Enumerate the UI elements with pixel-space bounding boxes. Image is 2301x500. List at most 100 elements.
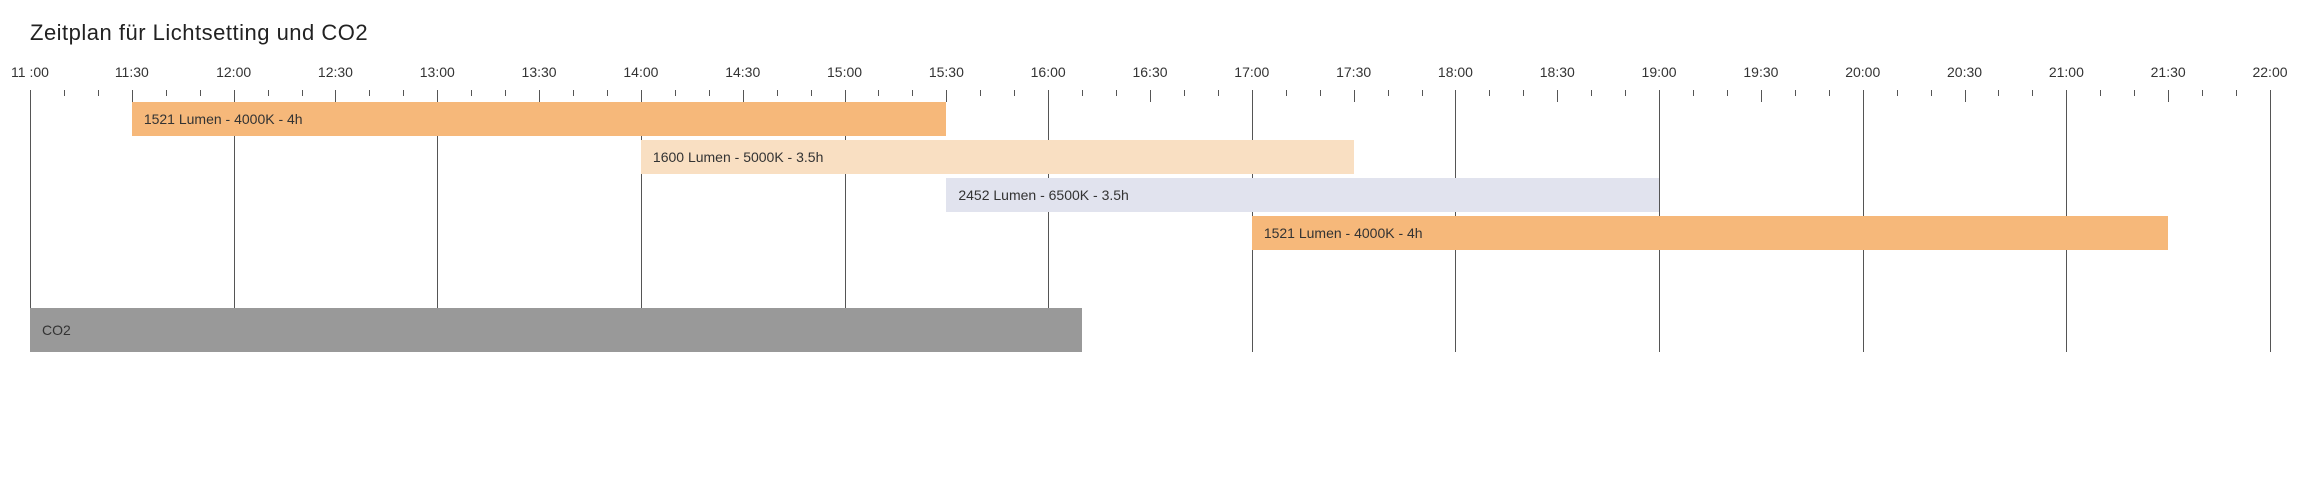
- axis-tick-label: 20:00: [1845, 64, 1880, 80]
- axis-tick-label: 21:30: [2151, 64, 2186, 80]
- axis-tick-minor: [1591, 90, 1592, 96]
- axis-tick-minor: [675, 90, 676, 96]
- axis-tick-minor: [1998, 90, 1999, 96]
- axis-tick-label: 18:30: [1540, 64, 1575, 80]
- axis-tick-major: [1354, 90, 1355, 102]
- axis-tick-minor: [2236, 90, 2237, 96]
- axis-tick-minor: [1727, 90, 1728, 96]
- axis-tick-minor: [980, 90, 981, 96]
- axis-tick-label: 15:00: [827, 64, 862, 80]
- axis-tick-label: 21:00: [2049, 64, 2084, 80]
- axis-tick-major: [1048, 90, 1049, 102]
- axis-tick-label: 17:30: [1336, 64, 1371, 80]
- axis-tick-major: [1659, 90, 1660, 102]
- axis-tick-minor: [302, 90, 303, 96]
- axis-tick-major: [1252, 90, 1253, 102]
- axis-tick-major: [1761, 90, 1762, 102]
- axis-tick-major: [335, 90, 336, 102]
- plot-area: 1521 Lumen - 4000K - 4h 1600 Lumen - 5000…: [30, 102, 2270, 352]
- axis-tick-minor: [811, 90, 812, 96]
- axis-tick-label: 16:00: [1031, 64, 1066, 80]
- axis-tick-minor: [369, 90, 370, 96]
- axis-tick-major: [1150, 90, 1151, 102]
- axis-tick-label: 17:00: [1234, 64, 1269, 80]
- timeline-bar: 1521 Lumen - 4000K - 4h: [132, 102, 947, 136]
- axis-tick-minor: [2134, 90, 2135, 96]
- axis-tick-label: 13:00: [420, 64, 455, 80]
- axis-tick-label: 11:30: [115, 64, 149, 80]
- chart-title: Zeitplan für Lichtsetting und CO2: [30, 20, 2271, 46]
- axis-tick-major: [641, 90, 642, 102]
- axis-tick-major: [845, 90, 846, 102]
- axis-tick-major: [1965, 90, 1966, 102]
- axis-tick-label: 11 :00: [11, 64, 49, 80]
- axis-tick-minor: [1286, 90, 1287, 96]
- axis-tick-label: 12:30: [318, 64, 353, 80]
- axis-tick-minor: [1422, 90, 1423, 96]
- timeline-bar: 2452 Lumen - 6500K - 3.5h: [946, 178, 1659, 212]
- axis-tick-major: [743, 90, 744, 102]
- axis-tick-minor: [1184, 90, 1185, 96]
- axis-tick-minor: [1897, 90, 1898, 96]
- axis-tick-minor: [1082, 90, 1083, 96]
- axis-tick-major: [1557, 90, 1558, 102]
- axis-tick-label: 14:30: [725, 64, 760, 80]
- axis-tick-minor: [403, 90, 404, 96]
- axis-tick-label: 19:00: [1642, 64, 1677, 80]
- axis-tick-minor: [1625, 90, 1626, 96]
- axis-tick-minor: [1829, 90, 1830, 96]
- axis-tick-minor: [777, 90, 778, 96]
- time-axis: 11 :0011:3012:0012:3013:0013:3014:0014:3…: [30, 64, 2270, 94]
- axis-tick-label: 12:00: [216, 64, 251, 80]
- axis-tick-minor: [607, 90, 608, 96]
- axis-tick-minor: [471, 90, 472, 96]
- axis-tick-major: [234, 90, 235, 102]
- axis-tick-label: 20:30: [1947, 64, 1982, 80]
- axis-tick-minor: [1931, 90, 1932, 96]
- timeline-chart: 11 :0011:3012:0012:3013:0013:3014:0014:3…: [30, 64, 2271, 352]
- axis-tick-minor: [1523, 90, 1524, 96]
- axis-tick-major: [539, 90, 540, 102]
- axis-tick-major: [1863, 90, 1864, 102]
- axis-tick-major: [437, 90, 438, 102]
- axis-tick-minor: [1388, 90, 1389, 96]
- axis-tick-minor: [166, 90, 167, 96]
- axis-tick-minor: [505, 90, 506, 96]
- axis-tick-minor: [1693, 90, 1694, 96]
- axis-tick-minor: [2032, 90, 2033, 96]
- axis-tick-major: [2270, 90, 2271, 102]
- axis-tick-label: 15:30: [929, 64, 964, 80]
- axis-tick-minor: [878, 90, 879, 96]
- axis-tick-major: [30, 90, 31, 102]
- axis-tick-minor: [1218, 90, 1219, 96]
- axis-tick-minor: [64, 90, 65, 96]
- axis-tick-label: 18:00: [1438, 64, 1473, 80]
- axis-tick-major: [132, 90, 133, 102]
- axis-tick-minor: [268, 90, 269, 96]
- axis-tick-major: [2168, 90, 2169, 102]
- axis-tick-minor: [709, 90, 710, 96]
- axis-tick-minor: [98, 90, 99, 96]
- axis-tick-minor: [2202, 90, 2203, 96]
- axis-tick-minor: [1116, 90, 1117, 96]
- axis-tick-label: 16:30: [1132, 64, 1167, 80]
- gridline-vertical: [2270, 102, 2271, 352]
- axis-tick-minor: [573, 90, 574, 96]
- axis-tick-major: [2066, 90, 2067, 102]
- timeline-bar: 1521 Lumen - 4000K - 4h: [1252, 216, 2168, 250]
- axis-tick-minor: [200, 90, 201, 96]
- timeline-bar: 1600 Lumen - 5000K - 3.5h: [641, 140, 1354, 174]
- axis-tick-major: [946, 90, 947, 102]
- axis-tick-minor: [1014, 90, 1015, 96]
- axis-tick-minor: [1795, 90, 1796, 96]
- axis-tick-minor: [1489, 90, 1490, 96]
- axis-tick-minor: [1320, 90, 1321, 96]
- axis-tick-label: 22:00: [2252, 64, 2287, 80]
- axis-tick-major: [1455, 90, 1456, 102]
- axis-tick-label: 14:00: [623, 64, 658, 80]
- axis-tick-label: 13:30: [522, 64, 557, 80]
- timeline-bar: CO2: [30, 308, 1082, 352]
- axis-tick-minor: [2100, 90, 2101, 96]
- axis-tick-label: 19:30: [1743, 64, 1778, 80]
- axis-tick-minor: [912, 90, 913, 96]
